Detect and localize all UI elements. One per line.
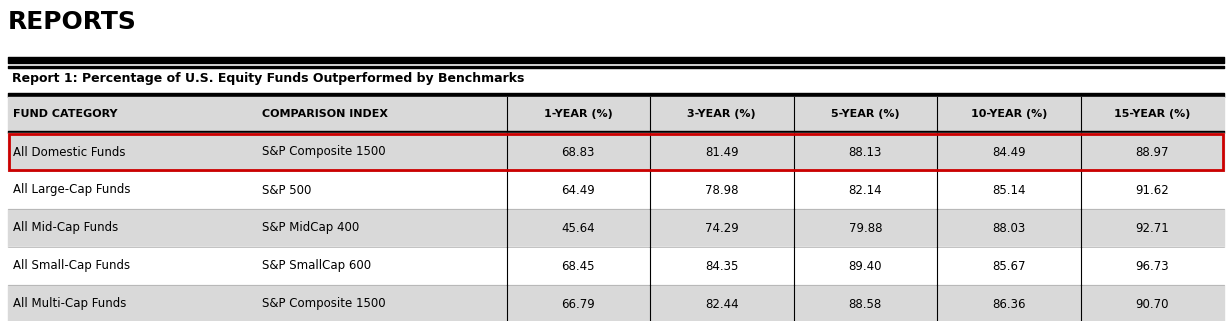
Text: 88.13: 88.13 xyxy=(849,145,882,159)
Text: 86.36: 86.36 xyxy=(992,298,1025,310)
Text: 84.49: 84.49 xyxy=(992,145,1025,159)
Text: 68.83: 68.83 xyxy=(562,145,595,159)
Text: 91.62: 91.62 xyxy=(1136,184,1169,196)
Text: 1-YEAR (%): 1-YEAR (%) xyxy=(545,109,612,119)
Text: 89.40: 89.40 xyxy=(849,259,882,273)
Text: 88.97: 88.97 xyxy=(1136,145,1169,159)
Text: S&P Composite 1500: S&P Composite 1500 xyxy=(262,298,386,310)
Text: 64.49: 64.49 xyxy=(562,184,595,196)
Text: 84.35: 84.35 xyxy=(705,259,738,273)
Text: 85.14: 85.14 xyxy=(992,184,1025,196)
Text: S&P 500: S&P 500 xyxy=(262,184,312,196)
Text: 88.03: 88.03 xyxy=(992,221,1025,235)
Text: S&P SmallCap 600: S&P SmallCap 600 xyxy=(262,259,371,273)
Text: 5-YEAR (%): 5-YEAR (%) xyxy=(830,109,899,119)
Text: Report 1: Percentage of U.S. Equity Funds Outperformed by Benchmarks: Report 1: Percentage of U.S. Equity Fund… xyxy=(12,72,525,85)
Text: 92.71: 92.71 xyxy=(1136,221,1169,235)
Text: 10-YEAR (%): 10-YEAR (%) xyxy=(971,109,1047,119)
Text: 74.29: 74.29 xyxy=(705,221,739,235)
Text: REPORTS: REPORTS xyxy=(7,10,137,34)
Text: 82.44: 82.44 xyxy=(705,298,739,310)
Text: 3-YEAR (%): 3-YEAR (%) xyxy=(687,109,756,119)
Text: 96.73: 96.73 xyxy=(1136,259,1169,273)
Text: COMPARISON INDEX: COMPARISON INDEX xyxy=(262,109,388,119)
Text: 68.45: 68.45 xyxy=(562,259,595,273)
Text: All Multi-Cap Funds: All Multi-Cap Funds xyxy=(14,298,127,310)
Text: 90.70: 90.70 xyxy=(1136,298,1169,310)
Text: S&P MidCap 400: S&P MidCap 400 xyxy=(262,221,360,235)
Bar xyxy=(9,134,1223,170)
Text: 82.14: 82.14 xyxy=(849,184,882,196)
Text: 79.88: 79.88 xyxy=(849,221,882,235)
Text: 78.98: 78.98 xyxy=(705,184,738,196)
Text: 88.58: 88.58 xyxy=(849,298,882,310)
Text: 45.64: 45.64 xyxy=(562,221,595,235)
Text: FUND CATEGORY: FUND CATEGORY xyxy=(14,109,117,119)
Text: All Mid-Cap Funds: All Mid-Cap Funds xyxy=(14,221,118,235)
Text: S&P Composite 1500: S&P Composite 1500 xyxy=(262,145,386,159)
Text: 85.67: 85.67 xyxy=(992,259,1025,273)
Text: 81.49: 81.49 xyxy=(705,145,739,159)
Text: All Small-Cap Funds: All Small-Cap Funds xyxy=(14,259,131,273)
Text: All Domestic Funds: All Domestic Funds xyxy=(14,145,126,159)
Text: 15-YEAR (%): 15-YEAR (%) xyxy=(1114,109,1190,119)
Text: 66.79: 66.79 xyxy=(562,298,595,310)
Text: All Large-Cap Funds: All Large-Cap Funds xyxy=(14,184,131,196)
